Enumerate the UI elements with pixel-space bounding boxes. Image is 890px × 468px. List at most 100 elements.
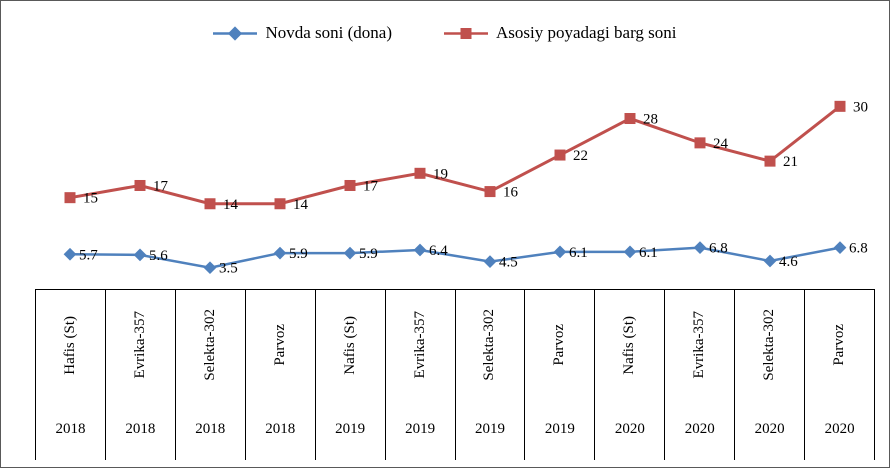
category-cell: Nafis (St) 2020 [594,290,664,460]
data-label: 28 [643,112,658,128]
diamond-marker [483,255,497,268]
category-name-label: Evrika-357 [411,311,428,379]
category-cell: Evrika-357 2020 [664,290,734,460]
square-marker [484,186,496,198]
data-label: 4.6 [779,254,798,270]
square-marker [834,100,846,112]
legend-label-novda-soni: Novda soni (dona) [265,23,392,42]
square-marker [64,192,76,204]
category-name: Evrika-357 [132,290,149,400]
square-marker [134,179,146,191]
category-cell: Selekta-302 2018 [174,290,245,460]
category-name: Parvoz [551,290,568,400]
data-label: 17 [363,178,379,194]
diamond-marker [693,241,707,254]
data-label: 5.6 [149,248,168,264]
data-label: 16 [503,185,519,201]
data-label: 5.7 [79,247,98,263]
square-marker [274,198,286,210]
category-year-label: 2020 [754,420,785,437]
square-marker [344,179,356,191]
data-label: 3.5 [219,261,238,277]
data-label: 6.8 [849,241,868,257]
category-cell: Nafis (St) 2019 [314,290,385,460]
category-name-label: Nafis (St) [621,315,638,375]
category-name: Evrika-357 [691,290,708,400]
category-name: Parvoz [831,290,848,400]
legend-label-barg-soni: Asosiy poyadagi barg soni [495,23,677,42]
category-name-label: Nafis (St) [341,315,358,375]
data-label: 19 [433,166,448,182]
series-line [69,246,841,269]
category-cell: Parvoz 2018 [244,290,315,460]
category-name: Nafis (St) [621,290,638,400]
category-name-label: Parvoz [271,324,288,366]
category-name: Selekta-302 [202,290,219,400]
diamond-marker [623,245,637,259]
legend-item-novda-soni: Novda soni (dona) [213,23,392,43]
category-year-label: 2020 [684,420,715,437]
category-year-label: 2020 [824,420,855,437]
data-label: 5.9 [289,246,308,262]
legend-item-barg-soni: Asosiy poyadagi barg soni [443,23,677,43]
category-cell: Parvoz 2020 [804,290,876,460]
diamond-marker [63,247,77,261]
diamond-marker [413,243,427,257]
diamond-marker [273,246,287,260]
category-year-label: 2019 [474,420,505,437]
diamond-marker [763,254,777,268]
category-cell: Parvoz 2019 [524,290,594,460]
category-name: Parvoz [272,290,289,400]
category-year-label: 2018 [125,420,156,437]
category-name: Evrika-357 [412,290,429,400]
square-marker [554,149,566,161]
diamond-marker [203,261,217,275]
category-name-label: Parvoz [551,324,568,366]
category-year-label: 2019 [405,420,436,437]
category-year-label: 2019 [544,420,575,437]
category-name-label: Hafis (St) [61,315,78,375]
data-label: 6.4 [429,243,448,259]
category-axis-table: Hafis (St) 2018 Evrika-357 2018 Selekta-302 2… [35,289,876,460]
data-label: 6.1 [639,245,658,261]
category-year-label: 2018 [55,420,86,437]
square-marker [694,137,706,149]
category-name: Selekta-302 [481,290,498,400]
category-name: Selekta-302 [761,290,778,400]
category-name-label: Evrika-357 [691,311,708,379]
line-plot-area: 5.7 5.6 3.5 5.9 5.9 6.4 4.5 6.1 6.1 6.8 4.6 6.8 15 17… [63,99,868,277]
diamond-marker [833,241,847,254]
category-name: Hafis (St) [62,290,79,400]
category-cell: Hafis (St) 2018 [35,290,105,460]
data-label: 21 [783,154,798,170]
category-year-label: 2018 [265,420,296,437]
category-cell: Selekta-302 2020 [734,290,804,460]
square-marker [764,155,776,167]
category-cell: Evrika-357 2019 [384,290,455,460]
category-name-label: Evrika-357 [131,311,148,379]
category-cell: Evrika-357 2018 [104,290,175,460]
data-label: 14 [293,197,309,213]
data-label: 6.8 [709,241,728,257]
data-label: 22 [573,148,588,164]
category-name-label: Selekta-302 [481,309,498,381]
category-name-label: Selekta-302 [201,309,218,381]
data-label: 17 [153,178,169,194]
category-cell: Selekta-302 2019 [454,290,525,460]
data-label: 5.9 [359,246,378,262]
data-label: 24 [713,136,729,152]
category-year-label: 2018 [195,420,226,437]
diamond-marker [133,248,147,262]
square-marker [624,113,636,125]
legend-diamond-marker-icon [213,25,258,41]
category-name: Nafis (St) [342,290,359,400]
category-year-label: 2020 [614,420,645,437]
data-label: 6.1 [569,245,588,261]
data-label: 15 [83,191,98,207]
diamond-marker [553,245,567,259]
category-name-label: Selekta-302 [761,309,778,381]
data-label: 14 [223,197,239,213]
data-label: 4.5 [499,255,518,271]
data-label: 30 [853,99,868,115]
